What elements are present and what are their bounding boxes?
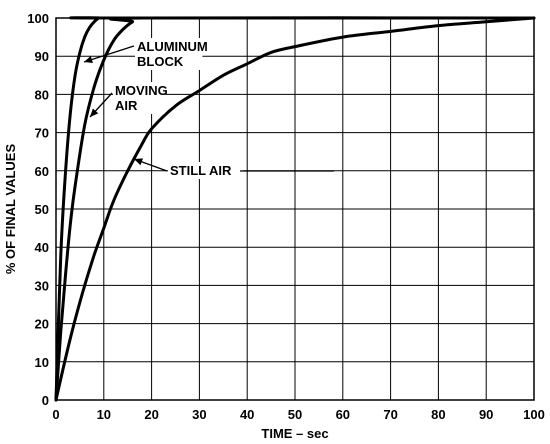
y-tick-label: 80	[35, 87, 49, 102]
annotation-label: ALUMINUM	[137, 39, 208, 54]
y-tick-label: 0	[42, 393, 49, 408]
y-tick-label: 50	[35, 202, 49, 217]
tick-labels: 0 10 20 30 40 50 60 70 80 90 100 0 10 20 30 40 50 60 70 80 9…	[27, 11, 545, 422]
annotation-label: BLOCK	[137, 54, 184, 69]
x-tick-label: 70	[383, 407, 397, 422]
x-tick-label: 10	[97, 407, 111, 422]
x-tick-label: 40	[240, 407, 254, 422]
x-tick-label: 0	[52, 407, 59, 422]
annotation-label: STILL AIR	[170, 163, 232, 178]
annotation-label: AIR	[115, 98, 138, 113]
x-axis-label: TIME – sec	[261, 426, 328, 441]
y-tick-label: 100	[27, 11, 49, 26]
y-tick-label: 60	[35, 164, 49, 179]
x-tick-label: 80	[431, 407, 445, 422]
x-tick-label: 30	[192, 407, 206, 422]
y-tick-label: 30	[35, 278, 49, 293]
y-tick-label: 20	[35, 317, 49, 332]
plot-frame	[55, 17, 535, 401]
y-tick-label: 70	[35, 126, 49, 141]
y-tick-label: 40	[35, 240, 49, 255]
x-tick-label: 50	[288, 407, 302, 422]
x-tick-label: 100	[523, 407, 545, 422]
grid	[55, 17, 535, 401]
annotation-label: MOVING	[115, 83, 168, 98]
series-still-air	[54, 16, 536, 402]
y-axis-label: % OF FINAL VALUES	[3, 144, 18, 275]
x-tick-label: 20	[144, 407, 158, 422]
annotation-still-air: STILL AIR	[133, 158, 334, 179]
y-tick-label: 10	[35, 355, 49, 370]
y-tick-label: 90	[35, 49, 49, 64]
x-tick-label: 60	[336, 407, 350, 422]
x-tick-label: 90	[479, 407, 493, 422]
